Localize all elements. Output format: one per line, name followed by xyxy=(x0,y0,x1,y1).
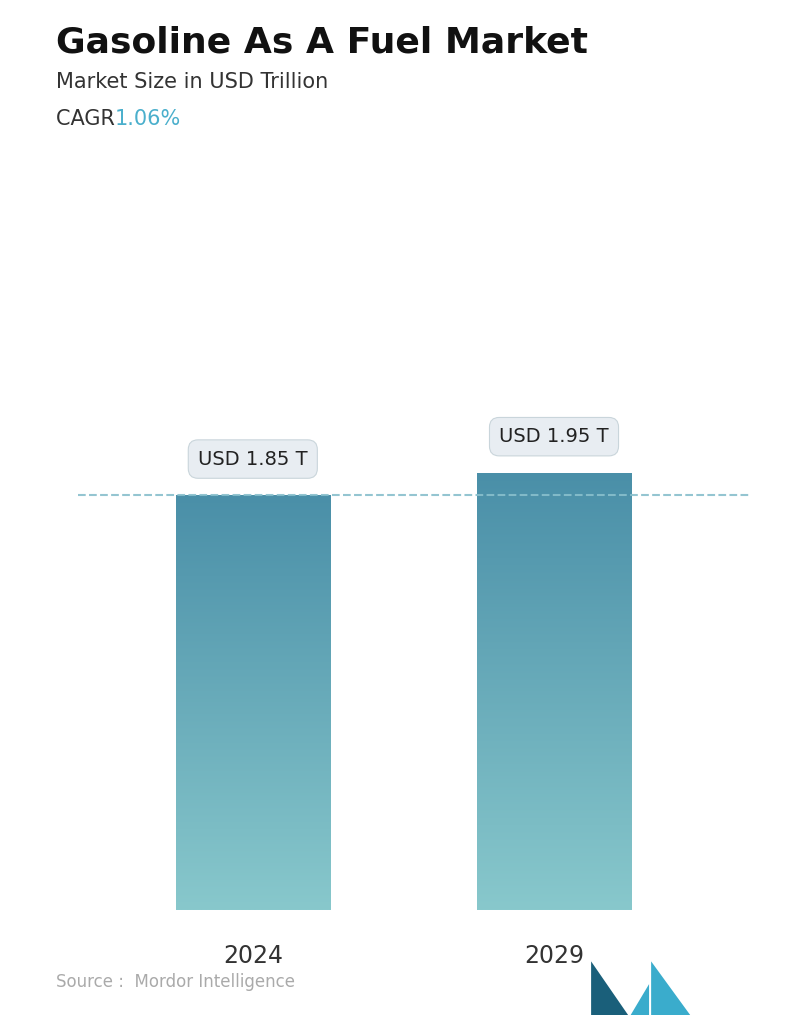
Text: USD 1.95 T: USD 1.95 T xyxy=(499,427,609,447)
Text: Gasoline As A Fuel Market: Gasoline As A Fuel Market xyxy=(56,26,587,60)
Text: 2024: 2024 xyxy=(223,943,283,968)
Text: Source :  Mordor Intelligence: Source : Mordor Intelligence xyxy=(56,973,295,991)
Text: USD 1.85 T: USD 1.85 T xyxy=(198,450,307,468)
Polygon shape xyxy=(651,962,690,1015)
Polygon shape xyxy=(630,984,649,1015)
Text: CAGR: CAGR xyxy=(56,109,128,128)
Polygon shape xyxy=(591,962,628,1015)
Text: 2029: 2029 xyxy=(524,943,584,968)
Text: 1.06%: 1.06% xyxy=(115,109,181,128)
Text: Market Size in USD Trillion: Market Size in USD Trillion xyxy=(56,72,328,92)
